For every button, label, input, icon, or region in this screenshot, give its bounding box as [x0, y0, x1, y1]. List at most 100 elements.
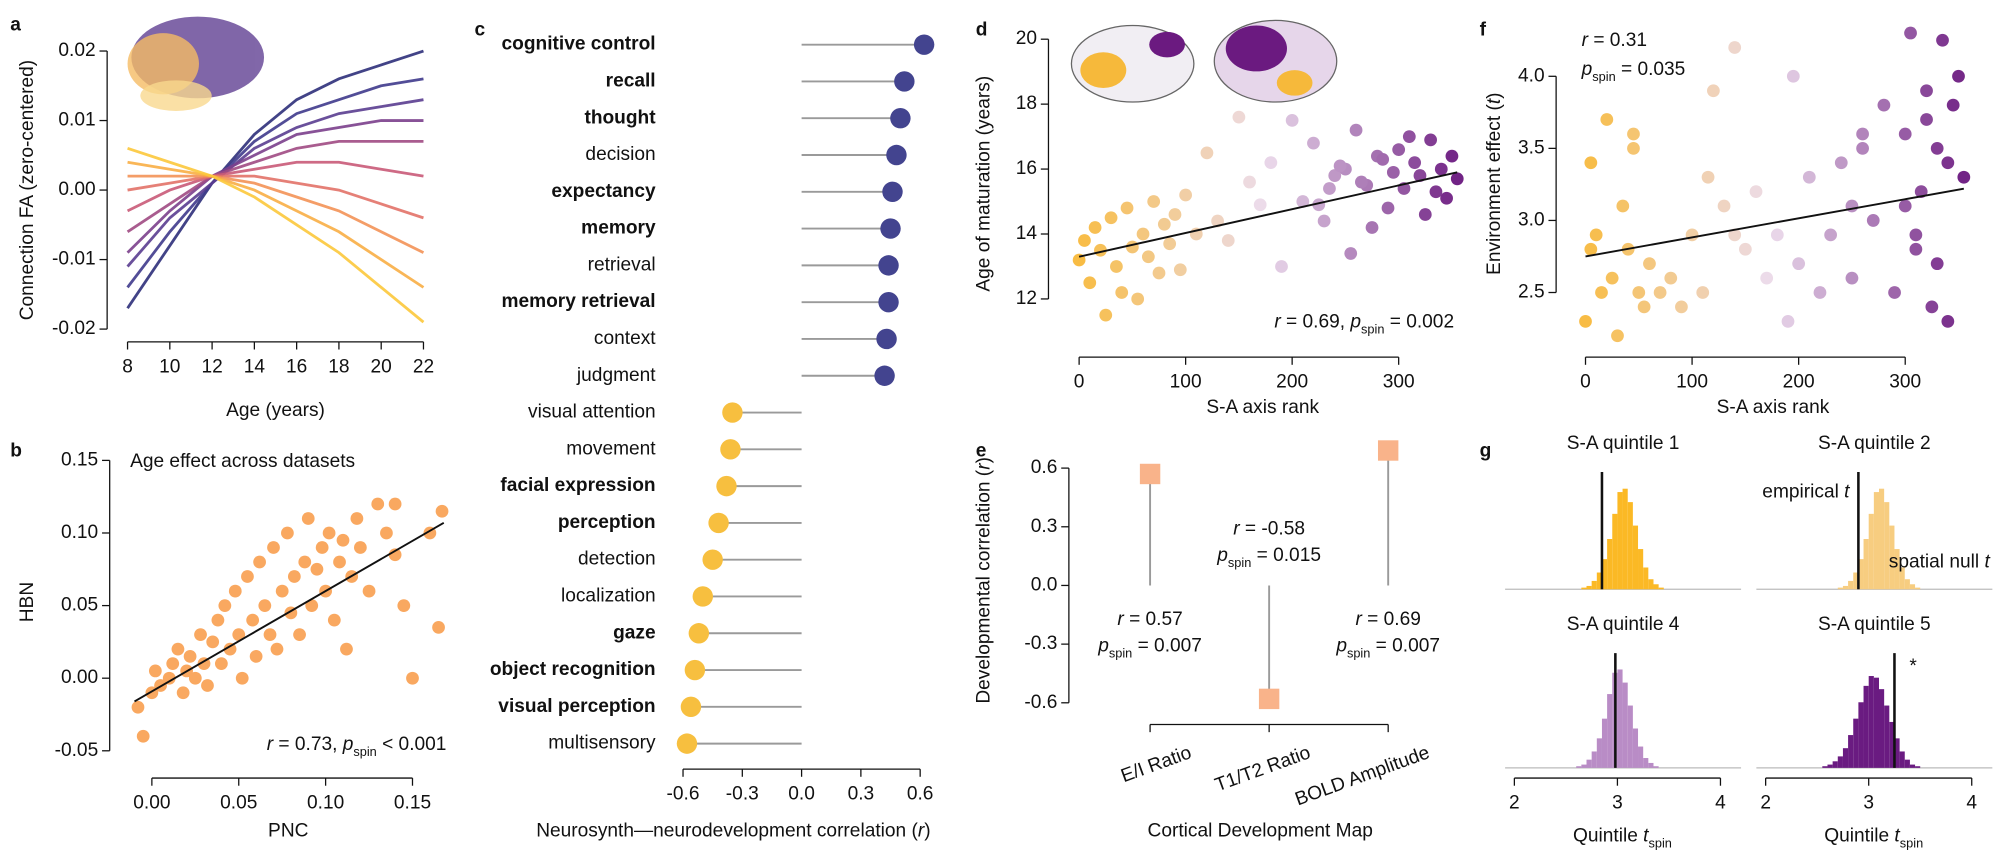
x-tick-label: 200: [1783, 372, 1815, 393]
series-line: [126, 119, 424, 254]
category-label: multisensory: [548, 733, 656, 754]
text-part: < 0.001: [377, 734, 447, 755]
y-tick-label: 16: [1016, 158, 1037, 179]
y-tick-label: 0.05: [61, 595, 98, 616]
point: [270, 642, 284, 656]
category-label: cognitive control: [502, 34, 656, 55]
x-tick-label: 8: [122, 356, 133, 377]
annotation: r = 0.73, pspin < 0.001: [267, 734, 447, 759]
point: [1930, 141, 1944, 155]
brain-shape: [1080, 52, 1127, 89]
lollipop-head: [702, 549, 723, 570]
x-tick-label: 18: [328, 356, 349, 377]
point: [1349, 123, 1363, 137]
brain-shape: [127, 33, 199, 95]
point: [397, 599, 411, 612]
series-line: [127, 174, 425, 254]
x-tick-label: 300: [1383, 372, 1415, 393]
category-label: recall: [606, 70, 656, 91]
histogram-bar: [1648, 762, 1654, 768]
point: [1637, 300, 1651, 314]
panel-letter: c: [474, 20, 485, 41]
point: [1643, 257, 1656, 271]
point: [1701, 170, 1715, 184]
text-part: t: [1643, 826, 1649, 847]
histogram-bar: [1842, 748, 1849, 768]
point: [1920, 113, 1933, 126]
point: [258, 599, 272, 612]
x-tick-label: 0.10: [307, 793, 344, 814]
histogram-bar: [1858, 702, 1864, 768]
point: [1131, 292, 1145, 306]
point: [1957, 170, 1971, 184]
series-line: [126, 139, 424, 233]
subplot-title: S-A quintile 2: [1818, 433, 1931, 454]
point: [1707, 84, 1720, 98]
point: [1685, 228, 1699, 242]
lollipop-head: [1377, 440, 1399, 461]
point: [301, 512, 315, 525]
histogram-bar: [1899, 567, 1905, 590]
text-part: *: [1909, 656, 1917, 677]
point: [1904, 26, 1917, 40]
point: [267, 541, 280, 554]
lollipop-head: [874, 365, 895, 386]
point: [1728, 228, 1742, 242]
text-part: r: [918, 821, 926, 842]
text-part: r: [1355, 609, 1363, 630]
y-tick-label: 0.00: [58, 179, 95, 200]
histogram-bar: [1894, 738, 1900, 768]
point: [1952, 69, 1965, 83]
x-tick-label: 22: [413, 356, 434, 377]
histogram-bar: [1648, 579, 1654, 590]
x-tick-label: 0: [1074, 372, 1085, 393]
point: [1136, 227, 1150, 241]
brain-illustration-a: [127, 16, 265, 111]
y-tick-label: -0.01: [52, 249, 96, 270]
lollipop-head: [720, 439, 741, 460]
point: [315, 541, 329, 554]
text-part: r: [1117, 609, 1125, 630]
point: [246, 613, 260, 627]
point: [362, 584, 376, 598]
point: [218, 599, 232, 612]
point: [1328, 169, 1342, 182]
y-tick-label: 2.5: [1518, 282, 1545, 303]
histogram-bar: [1653, 584, 1659, 590]
x-tick-label: 2: [1760, 793, 1771, 814]
x-tick-label: 12: [201, 356, 222, 377]
lollipop-head: [684, 659, 706, 681]
point: [350, 512, 364, 525]
histogram-bar: [1607, 539, 1613, 590]
x-tick-label: 14: [244, 356, 266, 377]
annotation: pspin = 0.015: [1216, 545, 1321, 570]
point: [1786, 69, 1800, 83]
point: [1402, 130, 1416, 143]
histogram-bar: [1837, 587, 1843, 590]
annotation: r = 0.69, pspin = 0.002: [1274, 312, 1454, 337]
point: [194, 628, 207, 642]
annotation: r = 0.31: [1582, 30, 1647, 51]
x-tick-label: 300: [1889, 372, 1921, 393]
text-part: spin: [1649, 836, 1672, 851]
histogram-bar: [1878, 689, 1885, 768]
x-tick-label: -0.3: [726, 784, 759, 805]
x-axis-title: Neurosynth—neurodevelopment correlation …: [536, 821, 930, 842]
histogram-bar: [1576, 766, 1582, 768]
series-line: [126, 98, 424, 268]
histogram-bar: [1643, 758, 1649, 768]
brain-shape: [140, 80, 212, 111]
annotation: r = 0.69: [1355, 609, 1420, 630]
text-part: = 0.035: [1616, 59, 1686, 80]
point: [1088, 221, 1102, 234]
point: [293, 628, 306, 642]
x-axis-title: Quintile tspin: [1824, 826, 1923, 851]
lollipop-head: [913, 34, 935, 55]
histogram-bar: [1909, 764, 1916, 768]
point: [371, 497, 385, 511]
point: [148, 664, 162, 678]
category-label: gaze: [613, 622, 656, 643]
text-part: t: [1484, 98, 1505, 104]
point: [1392, 143, 1406, 156]
